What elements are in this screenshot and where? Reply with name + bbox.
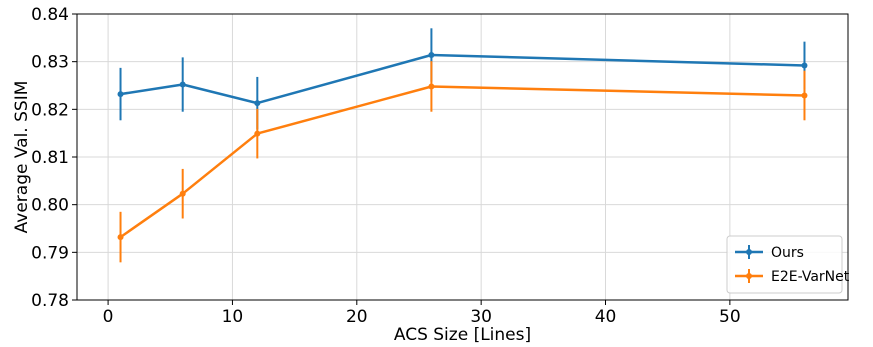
legend-box (726, 235, 843, 294)
series-line (120, 53, 805, 105)
y-tick-label: 0.80 (31, 196, 69, 216)
x-axis-ticks: 0 10 20 30 40 50 (103, 300, 741, 327)
data-point (801, 92, 808, 99)
data-point (117, 91, 124, 98)
data-point (428, 51, 435, 58)
data-point (428, 83, 435, 90)
series (117, 28, 808, 130)
y-tick-label: 0.84 (31, 5, 69, 25)
x-tick-label: 10 (222, 307, 244, 327)
series (117, 61, 808, 263)
legend: Ours E2E-VarNet (726, 235, 850, 294)
y-tick-label: 0.81 (31, 148, 69, 168)
x-tick-label: 0 (103, 307, 114, 327)
y-tick-label: 0.78 (31, 291, 69, 311)
x-tick-label: 30 (470, 307, 492, 327)
x-tick-label: 20 (346, 307, 368, 327)
x-tick-label: 50 (719, 307, 741, 327)
x-axis-label: ACS Size [Lines] (394, 325, 531, 345)
y-axis-ticks: 0.78 0.79 0.80 0.81 0.82 0.83 0.84 (31, 5, 77, 311)
data-point (254, 100, 261, 107)
x-tick-label: 40 (595, 307, 617, 327)
legend-marker (746, 249, 752, 255)
data-point (801, 62, 808, 69)
legend-label: E2E-VarNet (771, 269, 850, 285)
data-point (179, 190, 186, 197)
y-tick-label: 0.82 (31, 100, 69, 120)
data-point (179, 81, 186, 88)
y-tick-label: 0.79 (31, 243, 69, 263)
y-axis-label: Average Val. SSIM (12, 81, 32, 234)
y-tick-label: 0.83 (31, 53, 69, 73)
data-point (254, 130, 261, 137)
legend-label: Ours (771, 245, 804, 261)
series-layer (117, 28, 808, 263)
legend-marker (746, 273, 752, 279)
data-point (117, 234, 124, 241)
